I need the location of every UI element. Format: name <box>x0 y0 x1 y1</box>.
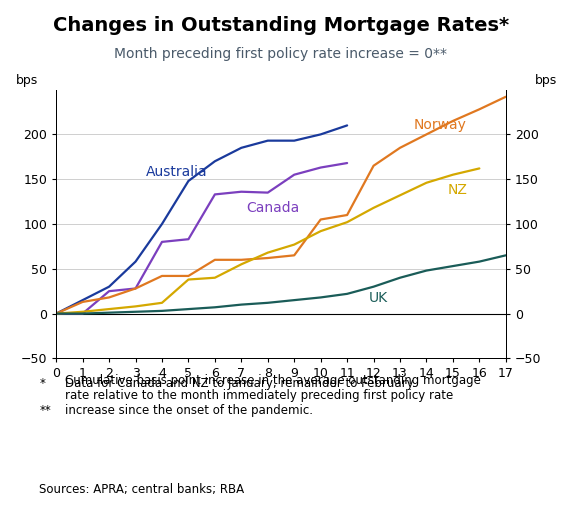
Text: Canada: Canada <box>247 201 300 215</box>
Text: Changes in Outstanding Mortgage Rates*: Changes in Outstanding Mortgage Rates* <box>53 16 509 35</box>
Text: Sources: APRA; central banks; RBA: Sources: APRA; central banks; RBA <box>39 483 244 496</box>
Text: bps: bps <box>535 74 558 87</box>
Text: UK: UK <box>368 291 387 305</box>
Text: Cumulative basis point increase in the average outstanding mortgage
rate relativ: Cumulative basis point increase in the a… <box>65 374 481 417</box>
Text: *: * <box>39 377 45 391</box>
Text: **: ** <box>39 404 51 417</box>
Text: NZ: NZ <box>447 183 468 197</box>
Text: Australia: Australia <box>146 165 208 179</box>
Text: Data for Canada and NZ to January, remainder to February.: Data for Canada and NZ to January, remai… <box>65 377 415 391</box>
Text: Norway: Norway <box>413 119 466 132</box>
Text: bps: bps <box>16 74 38 87</box>
Text: Month preceding first policy rate increase = 0**: Month preceding first policy rate increa… <box>115 47 447 62</box>
